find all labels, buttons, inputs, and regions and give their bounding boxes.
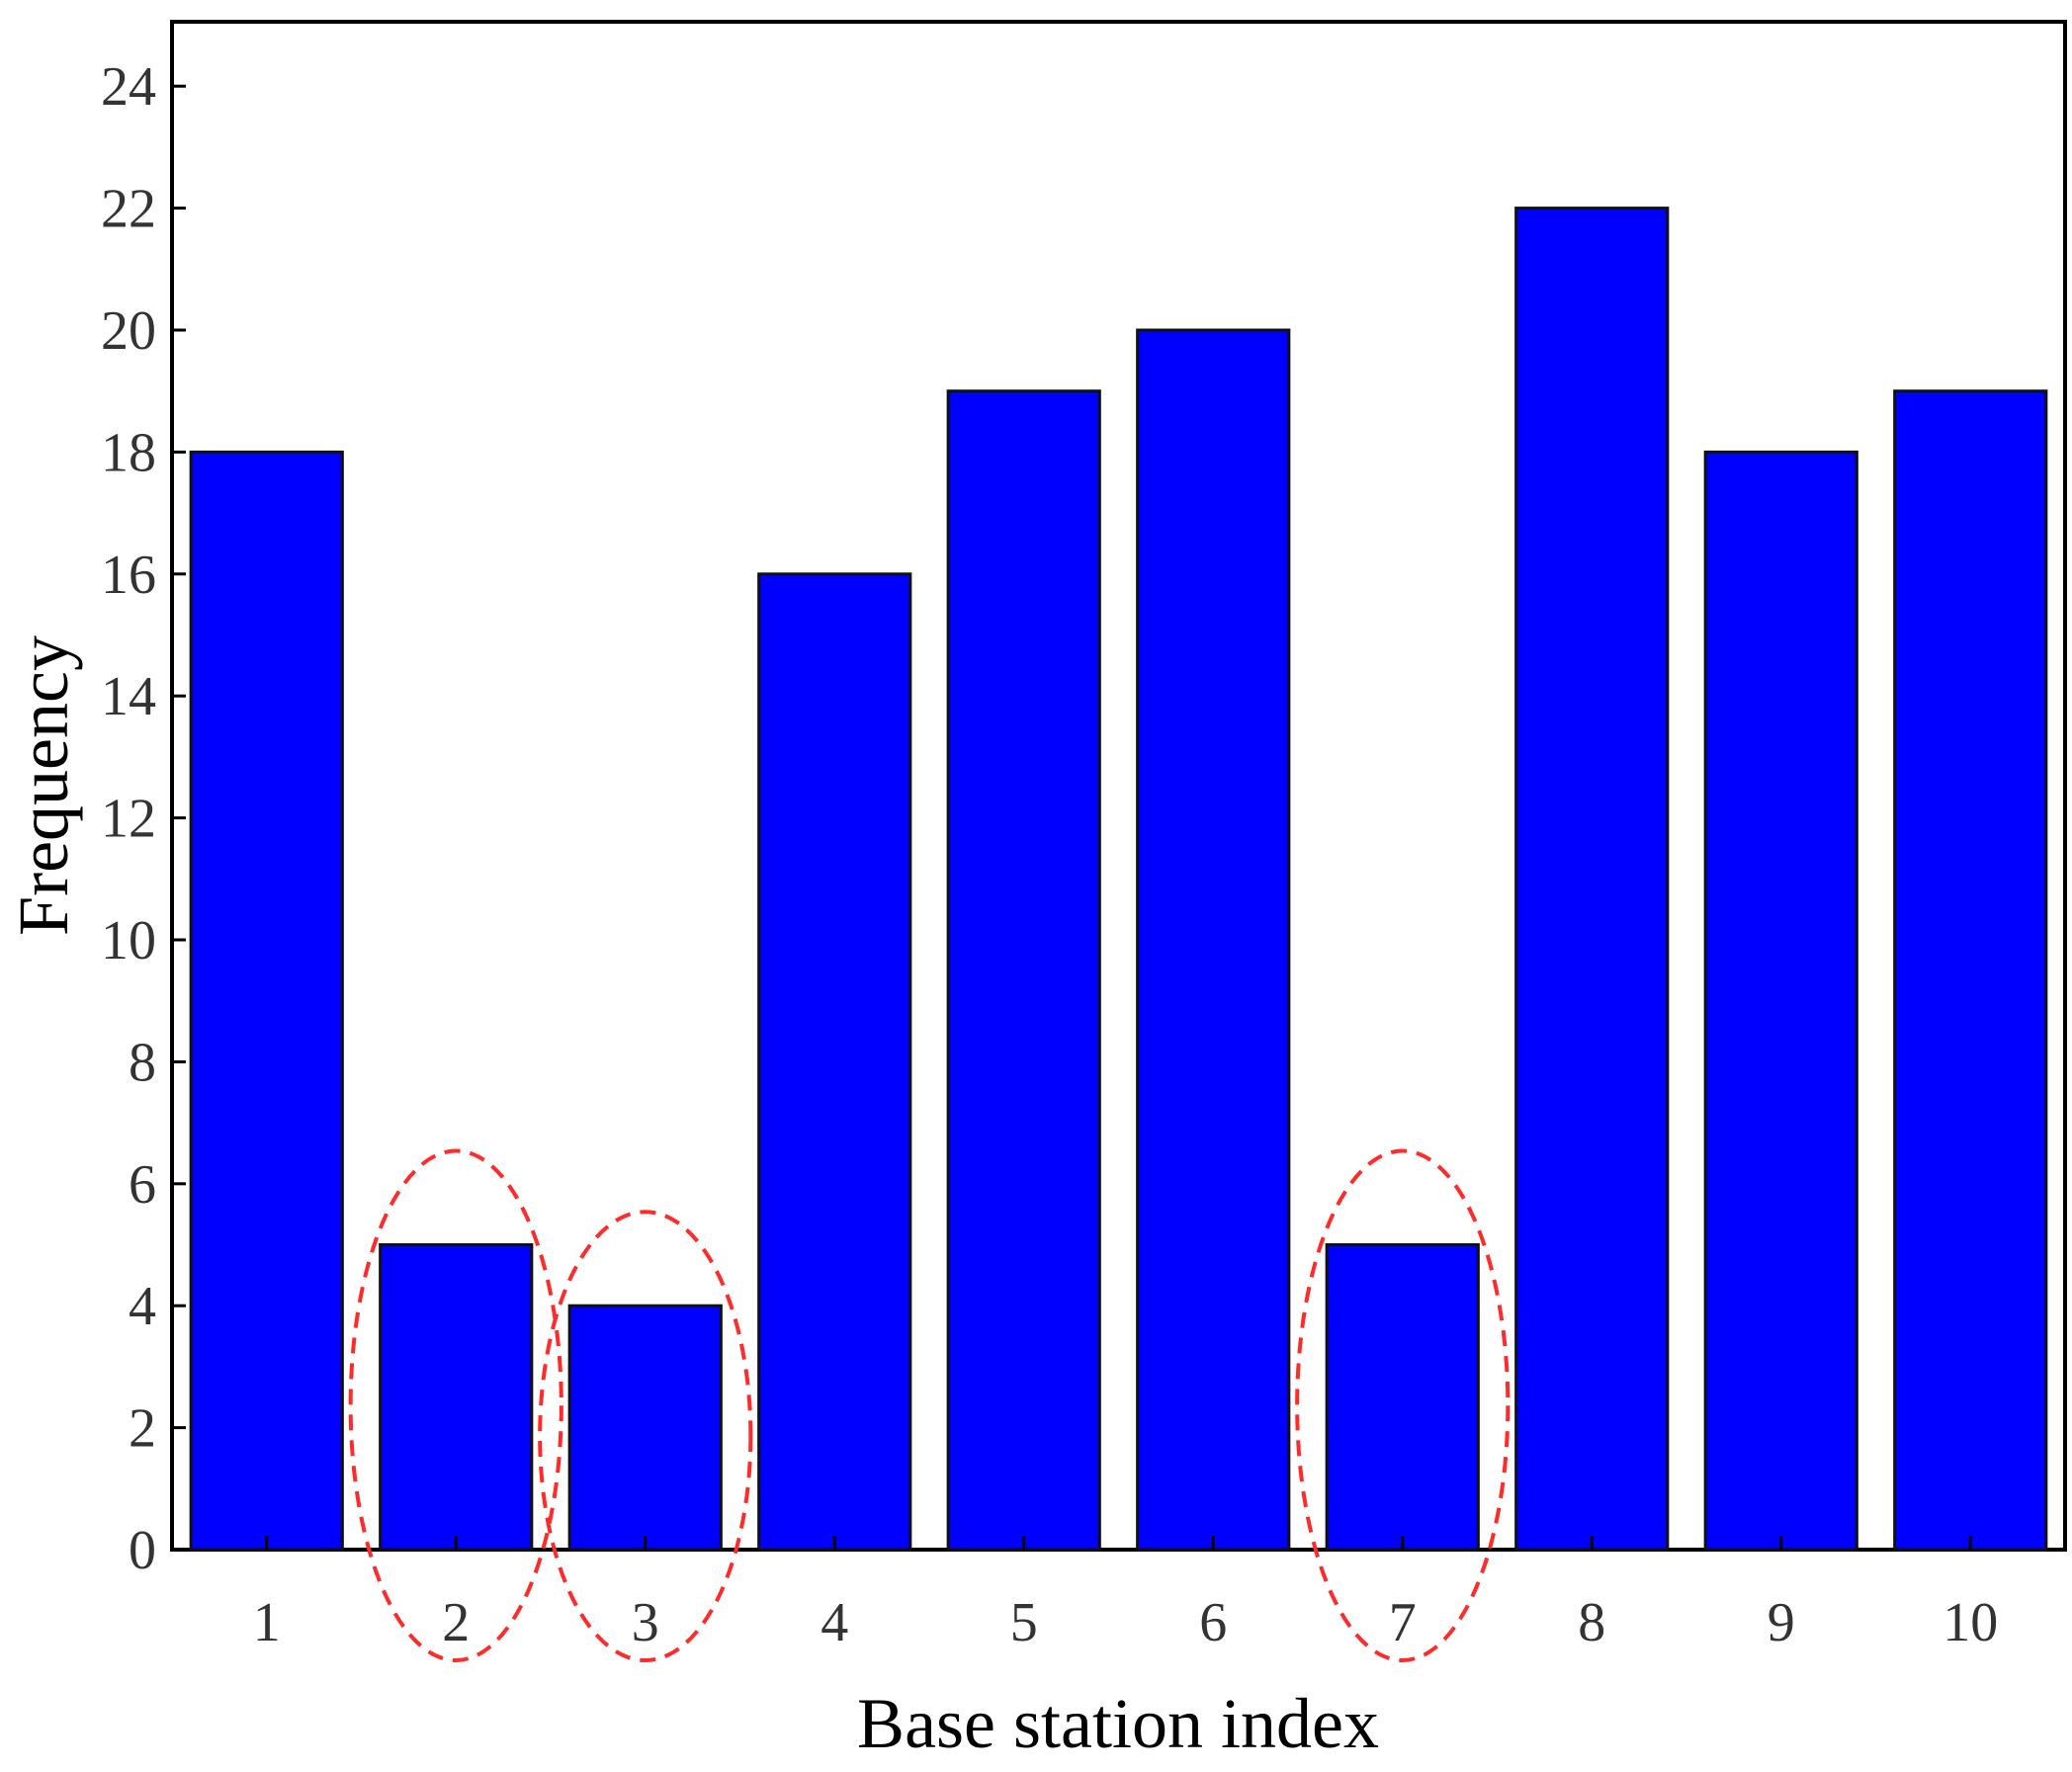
y-tick-label: 22 (101, 179, 156, 240)
y-tick-label: 4 (129, 1276, 156, 1337)
y-tick-label: 20 (101, 300, 156, 362)
x-tick-label: 1 (253, 1592, 281, 1653)
bar (1893, 389, 2048, 1552)
bar (1325, 1243, 1480, 1552)
y-axis-title: Frequency (4, 635, 83, 936)
highlight-ellipse (1295, 1148, 1511, 1662)
y-tick-label: 16 (101, 545, 156, 606)
x-tick-label: 7 (1389, 1592, 1417, 1653)
bar (567, 1304, 723, 1552)
y-tick-label: 8 (129, 1032, 156, 1093)
x-tick-label: 10 (1942, 1592, 1998, 1653)
bars (189, 207, 2048, 1552)
bar (757, 572, 912, 1552)
x-tick-label: 8 (1578, 1592, 1605, 1653)
highlight-ellipse (348, 1148, 563, 1662)
x-tick-label: 4 (820, 1592, 848, 1653)
x-tick-label: 5 (1010, 1592, 1038, 1653)
y-tick-label: 10 (101, 910, 156, 971)
highlight-ellipse (538, 1210, 753, 1662)
bar (1703, 450, 1858, 1552)
bar (379, 1243, 534, 1552)
x-axis-title: Base station index (857, 1684, 1379, 1763)
y-tick-label: 18 (101, 422, 156, 483)
y-tick-label: 14 (101, 666, 156, 727)
y-tick-label: 2 (129, 1398, 156, 1460)
y-tick-label: 24 (101, 56, 156, 118)
y-tick-label: 0 (129, 1520, 156, 1581)
highlight-ellipses (348, 1148, 1511, 1662)
x-tick-label: 9 (1768, 1592, 1795, 1653)
x-tick-label: 2 (442, 1592, 470, 1653)
bar (946, 389, 1101, 1552)
bar (1136, 328, 1291, 1552)
bar (189, 450, 344, 1552)
y-tick-label: 12 (101, 789, 156, 850)
x-tick-label: 3 (632, 1592, 659, 1653)
y-tick-label: 6 (129, 1154, 156, 1216)
plot-frame (170, 20, 2067, 1552)
x-axis: 1 2 3 4 5 6 7 8 9 10 (253, 1536, 1998, 1653)
bar (1514, 207, 1670, 1552)
x-tick-label: 6 (1199, 1592, 1227, 1653)
